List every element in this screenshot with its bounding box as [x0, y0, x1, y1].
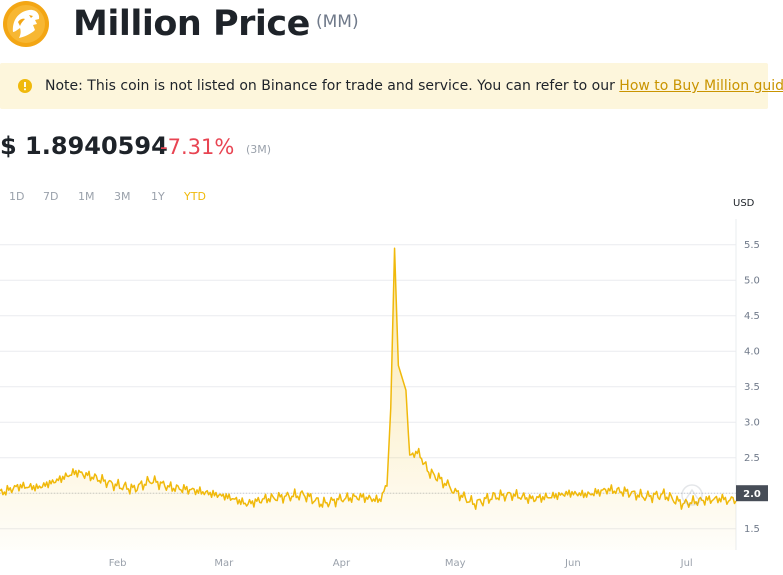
x-tick-label: Jul	[680, 558, 693, 569]
lion-logo-icon	[3, 1, 49, 47]
x-tick-label: May	[445, 558, 466, 569]
range-tab-3m[interactable]: 3M	[114, 190, 131, 203]
price-area	[0, 248, 736, 551]
y-tick-label: 3.0	[744, 418, 760, 429]
coin-header: Million Price (MM)	[0, 0, 783, 52]
y-tick-label: 1.5	[744, 524, 760, 535]
y-tick-label: 4.5	[744, 311, 760, 322]
page-title: Million Price	[73, 4, 310, 44]
price-chart[interactable]: USD 5.5 5.0 4.5 4.0 3.5 3.0 2.5 2.0 1.5 Feb Mar Ap…	[0, 190, 783, 575]
y-tick-label: 2.5	[744, 453, 760, 464]
currency-label: USD	[733, 198, 755, 209]
price-line	[0, 247, 737, 510]
range-tab-1d[interactable]: 1D	[9, 190, 25, 203]
y-tick-label: 5.0	[744, 276, 760, 287]
current-price-badge	[736, 485, 768, 502]
y-tick-label: 4.0	[744, 347, 760, 358]
y-tick-label: 3.5	[744, 382, 760, 393]
x-tick-label: Feb	[109, 558, 127, 569]
change-period: (3M)	[246, 143, 272, 156]
x-tick-label: Apr	[333, 558, 351, 569]
x-tick-label: Mar	[214, 558, 234, 569]
coin-symbol: (MM)	[316, 12, 359, 32]
notice-text: Note: This coin is not listed on Binance…	[45, 77, 783, 95]
range-tab-1m[interactable]: 1M	[78, 190, 95, 203]
x-axis-ticks: Feb Mar Apr May Jun Jul	[109, 558, 693, 569]
notice-message: Note: This coin is not listed on Binance…	[45, 78, 620, 94]
range-tab-7d[interactable]: 7D	[43, 190, 59, 203]
listing-notice: Note: This coin is not listed on Binance…	[0, 63, 783, 109]
y-tick-label: 5.5	[744, 240, 760, 251]
range-tab-ytd[interactable]: YTD	[184, 190, 206, 203]
x-tick-label: Jun	[564, 558, 581, 569]
price-change: -7.31%	[160, 135, 235, 159]
warning-icon	[18, 79, 32, 93]
current-price-badge-label: 2.0	[743, 489, 761, 500]
current-price: $ 1.8940594	[0, 132, 168, 160]
range-tab-1y[interactable]: 1Y	[151, 190, 165, 203]
how-to-buy-link[interactable]: How to Buy Million guide	[619, 78, 783, 94]
chart-watermark-icon	[681, 484, 703, 506]
